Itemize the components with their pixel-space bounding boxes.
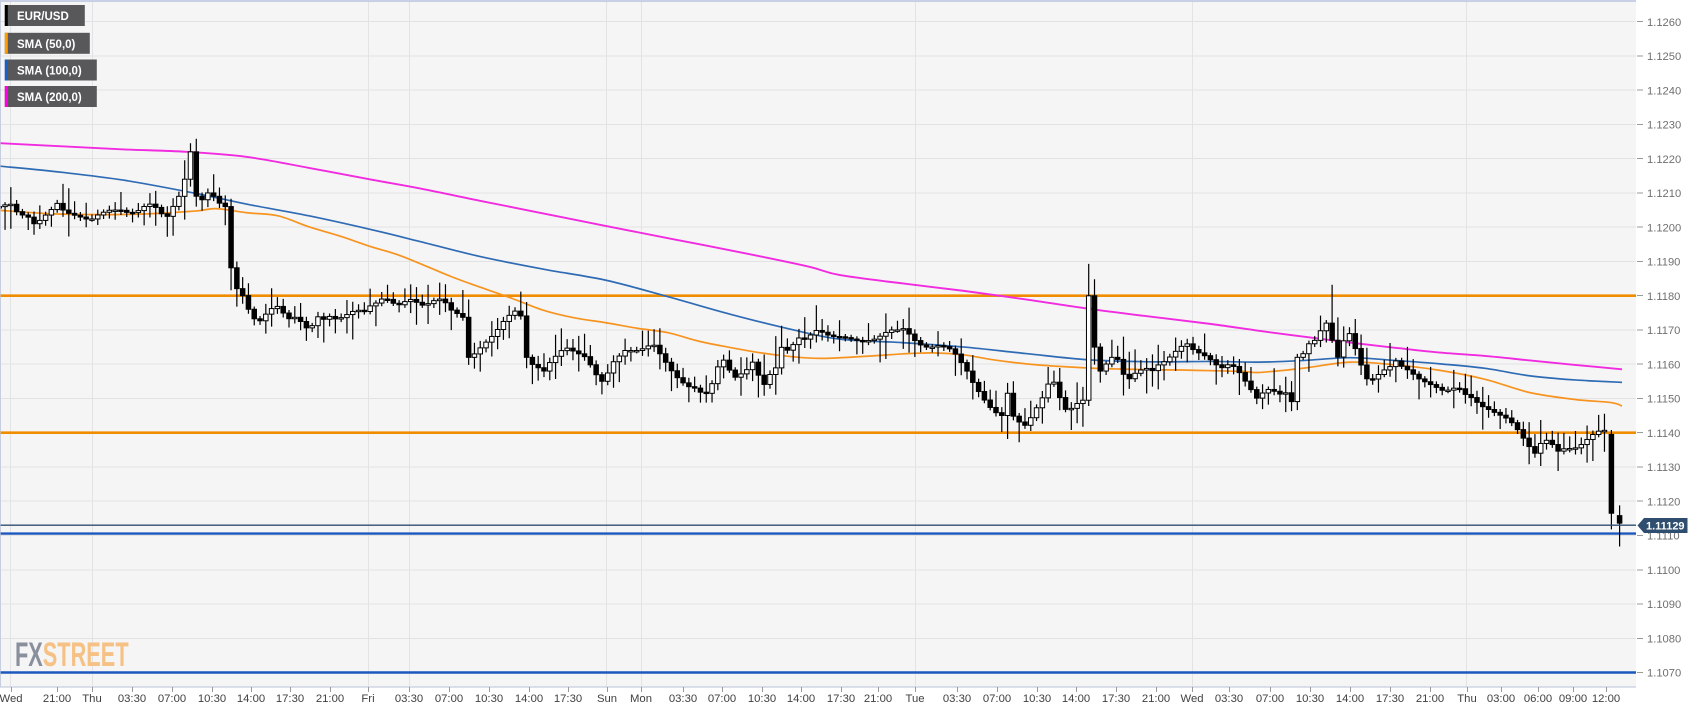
svg-text:03:00: 03:00 xyxy=(1487,693,1515,705)
svg-text:1.1110: 1.1110 xyxy=(1647,531,1680,543)
svg-text:03:30: 03:30 xyxy=(1215,693,1243,705)
svg-text:Thu: Thu xyxy=(82,693,101,705)
svg-text:1.1190: 1.1190 xyxy=(1647,257,1680,269)
svg-text:10:30: 10:30 xyxy=(748,693,776,705)
svg-text:21:00: 21:00 xyxy=(864,693,892,705)
svg-text:07:00: 07:00 xyxy=(158,693,186,705)
svg-text:Fri: Fri xyxy=(361,693,374,705)
svg-text:1.1140: 1.1140 xyxy=(1647,428,1680,440)
svg-text:07:00: 07:00 xyxy=(435,693,463,705)
svg-text:1.1250: 1.1250 xyxy=(1647,51,1681,63)
svg-text:1.1200: 1.1200 xyxy=(1647,222,1681,234)
svg-text:07:00: 07:00 xyxy=(708,693,736,705)
svg-text:03:30: 03:30 xyxy=(943,693,971,705)
svg-text:09:00: 09:00 xyxy=(1559,693,1587,705)
svg-text:10:30: 10:30 xyxy=(475,693,503,705)
svg-text:12:00: 12:00 xyxy=(1592,693,1620,705)
svg-text:1.1120: 1.1120 xyxy=(1647,496,1680,508)
svg-text:1.1070: 1.1070 xyxy=(1647,668,1681,680)
svg-text:Mon: Mon xyxy=(630,693,652,705)
svg-text:17:30: 17:30 xyxy=(554,693,582,705)
svg-text:10:30: 10:30 xyxy=(1023,693,1051,705)
svg-text:21:00: 21:00 xyxy=(316,693,344,705)
svg-text:SMA (200,0): SMA (200,0) xyxy=(17,92,82,104)
svg-text:06:00: 06:00 xyxy=(1524,693,1552,705)
svg-text:SMA (100,0): SMA (100,0) xyxy=(17,66,82,78)
svg-text:1.1260: 1.1260 xyxy=(1647,17,1681,29)
svg-text:21:00: 21:00 xyxy=(43,693,71,705)
svg-text:Wed: Wed xyxy=(1180,693,1203,705)
svg-text:1.1180: 1.1180 xyxy=(1647,291,1680,303)
svg-text:1.1240: 1.1240 xyxy=(1647,85,1681,97)
svg-text:1.1080: 1.1080 xyxy=(1647,634,1681,646)
svg-text:14:00: 14:00 xyxy=(1062,693,1090,705)
svg-text:Wed: Wed xyxy=(0,693,23,705)
svg-text:1.1220: 1.1220 xyxy=(1647,154,1681,166)
svg-text:1.11129: 1.11129 xyxy=(1646,520,1685,532)
svg-text:21:00: 21:00 xyxy=(1142,693,1170,705)
svg-text:1.1100: 1.1100 xyxy=(1647,565,1680,577)
svg-text:03:30: 03:30 xyxy=(395,693,423,705)
svg-text:14:00: 14:00 xyxy=(787,693,815,705)
svg-text:1.1170: 1.1170 xyxy=(1647,325,1680,337)
svg-text:1.1160: 1.1160 xyxy=(1647,359,1680,371)
svg-text:17:30: 17:30 xyxy=(1102,693,1130,705)
svg-text:14:00: 14:00 xyxy=(1336,693,1364,705)
svg-text:Thu: Thu xyxy=(1457,693,1476,705)
svg-text:1.1230: 1.1230 xyxy=(1647,120,1681,132)
svg-text:EUR/USD: EUR/USD xyxy=(17,11,69,23)
svg-text:17:30: 17:30 xyxy=(276,693,304,705)
svg-text:1.1150: 1.1150 xyxy=(1647,394,1680,406)
svg-text:07:00: 07:00 xyxy=(1256,693,1284,705)
svg-text:03:30: 03:30 xyxy=(118,693,146,705)
svg-text:14:00: 14:00 xyxy=(237,693,265,705)
svg-text:07:00: 07:00 xyxy=(983,693,1011,705)
svg-text:10:30: 10:30 xyxy=(198,693,226,705)
svg-text:21:00: 21:00 xyxy=(1416,693,1444,705)
svg-text:03:30: 03:30 xyxy=(669,693,697,705)
svg-text:FXSTREET: FXSTREET xyxy=(15,636,129,674)
svg-text:Tue: Tue xyxy=(905,693,924,705)
svg-text:Sun: Sun xyxy=(597,693,617,705)
svg-text:10:30: 10:30 xyxy=(1296,693,1324,705)
svg-text:17:30: 17:30 xyxy=(1376,693,1404,705)
svg-text:17:30: 17:30 xyxy=(827,693,855,705)
svg-text:1.1130: 1.1130 xyxy=(1647,462,1680,474)
svg-text:1.1090: 1.1090 xyxy=(1647,599,1681,611)
svg-text:SMA (50,0): SMA (50,0) xyxy=(17,39,76,51)
svg-text:14:00: 14:00 xyxy=(515,693,543,705)
svg-text:1.1210: 1.1210 xyxy=(1647,188,1681,200)
